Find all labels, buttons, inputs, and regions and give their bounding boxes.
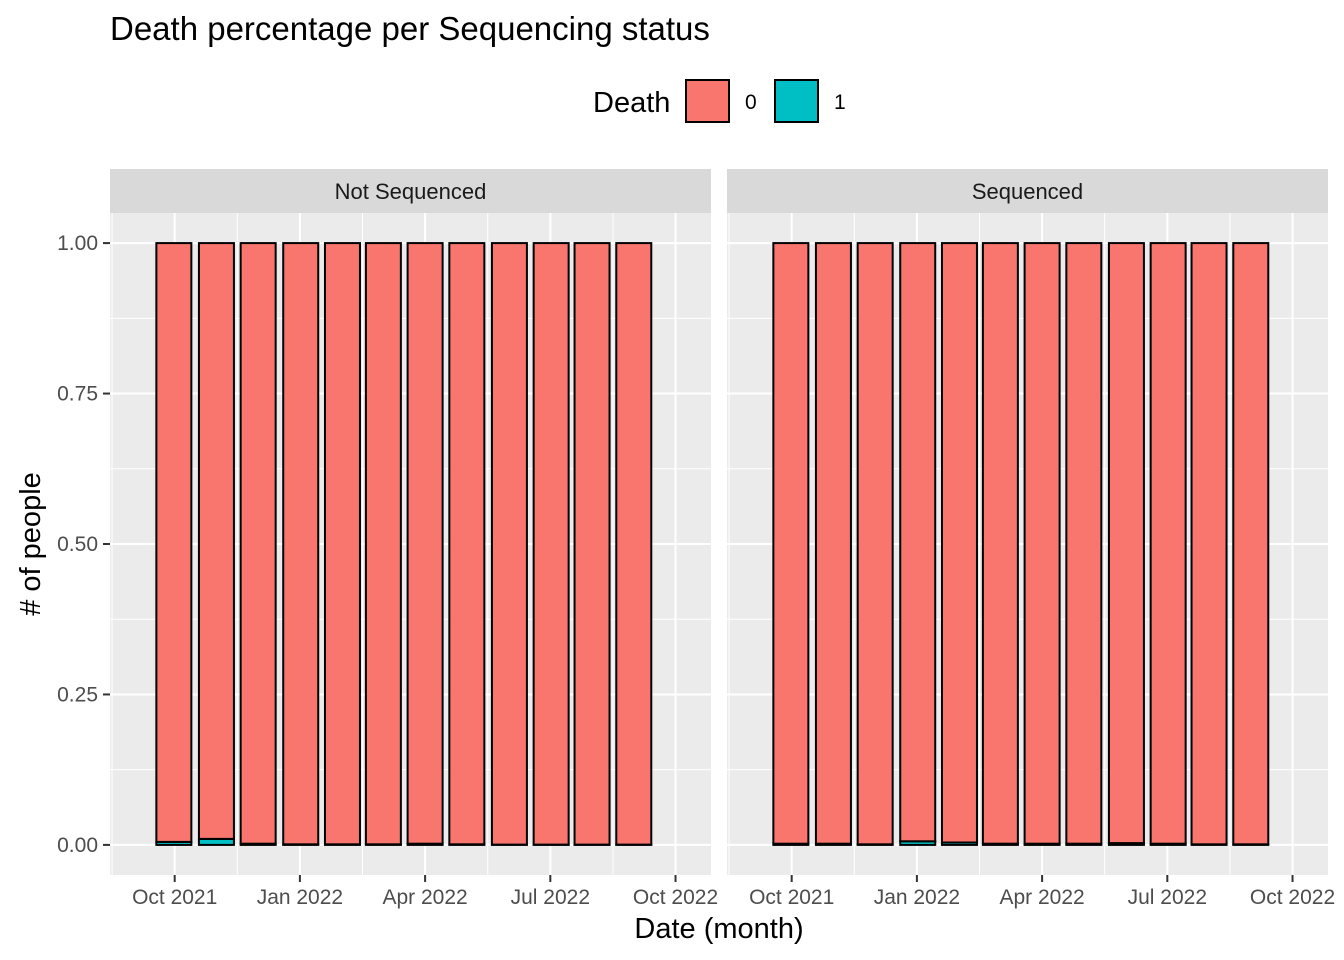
x-axis-title: Date (month) <box>634 913 803 945</box>
bar-death-0-2022-01 <box>323 242 361 846</box>
bar-death-0-2022-06 <box>532 242 570 846</box>
bar-death-0-2022-02 <box>981 242 1019 845</box>
x-tick-label: Oct 2022 <box>633 886 718 909</box>
bar-death-0-2022-04 <box>1065 242 1103 845</box>
y-tick-label: 1.00 <box>57 232 98 255</box>
bar-death-0-2022-03 <box>406 242 444 845</box>
y-axis: 0.00 0.25 0.50 0.75 1.00 <box>57 232 110 857</box>
y-axis-title: # of people <box>15 472 47 616</box>
y-tick-label: 0.25 <box>57 683 98 706</box>
legend-key-1 <box>774 79 819 123</box>
x-tick-label: Oct 2022 <box>1250 886 1335 909</box>
bar-death-0-2022-05 <box>1107 242 1145 845</box>
legend: Death 0 1 <box>593 79 846 123</box>
facet-strip-label: Not Sequenced <box>335 179 487 204</box>
panel-not-sequenced: Not Sequenced Oct 2021 Jan 2022 Apr 2022 Jul… <box>110 169 718 909</box>
y-tick-label: 0.50 <box>57 533 98 556</box>
legend-label-0: 0 <box>745 91 757 114</box>
bar-death-0-2021-10 <box>197 242 235 840</box>
y-tick-label: 0.75 <box>57 383 98 406</box>
legend-key-0 <box>685 79 730 123</box>
x-tick-label: Jan 2022 <box>257 886 343 909</box>
bar-death-0-2021-12 <box>899 242 937 843</box>
bar-death-0-2021-09 <box>155 242 193 843</box>
bar-death-0-2022-01 <box>940 242 978 844</box>
x-tick-label: Oct 2021 <box>132 886 217 909</box>
bar-death-0-2022-07 <box>573 242 611 846</box>
facet-panels: Not Sequenced Oct 2021 Jan 2022 Apr 2022 Jul… <box>110 169 1335 909</box>
bar-death-0-2022-07 <box>1190 242 1228 846</box>
bar-death-0-2021-09 <box>772 242 810 845</box>
bar-death-0-2022-04 <box>448 242 486 846</box>
facet-strip-label: Sequenced <box>972 179 1083 204</box>
x-tick-label: Apr 2022 <box>382 886 467 909</box>
x-tick-label: Oct 2021 <box>749 886 834 909</box>
bar-death-0-2021-11 <box>239 242 277 845</box>
x-tick-label: Apr 2022 <box>999 886 1084 909</box>
bar-death-0-2022-06 <box>1149 242 1187 845</box>
panel-sequenced: Sequenced Oct 2021 Jan 2022 Apr 2022 Jul 202… <box>727 169 1335 909</box>
bar-death-0-2021-10 <box>814 242 852 845</box>
bar-death-0-2022-08 <box>1232 242 1270 846</box>
legend-title: Death <box>593 87 670 119</box>
bar-death-0-2022-08 <box>615 242 653 846</box>
x-tick-label: Jul 2022 <box>511 886 590 909</box>
bar-death-0-2022-03 <box>1023 242 1061 845</box>
chart-title: Death percentage per Sequencing status <box>110 10 710 47</box>
x-tick-label: Jul 2022 <box>1128 886 1207 909</box>
legend-label-1: 1 <box>834 91 846 114</box>
y-tick-label: 0.00 <box>57 834 98 857</box>
bar-death-0-2022-05 <box>490 242 528 846</box>
bar-death-0-2021-11 <box>856 242 894 846</box>
facet-strip <box>110 169 711 213</box>
bar-death-0-2022-02 <box>364 242 402 846</box>
x-tick-label: Jan 2022 <box>874 886 960 909</box>
facet-strip <box>727 169 1328 213</box>
bar-death-0-2021-12 <box>282 242 320 846</box>
